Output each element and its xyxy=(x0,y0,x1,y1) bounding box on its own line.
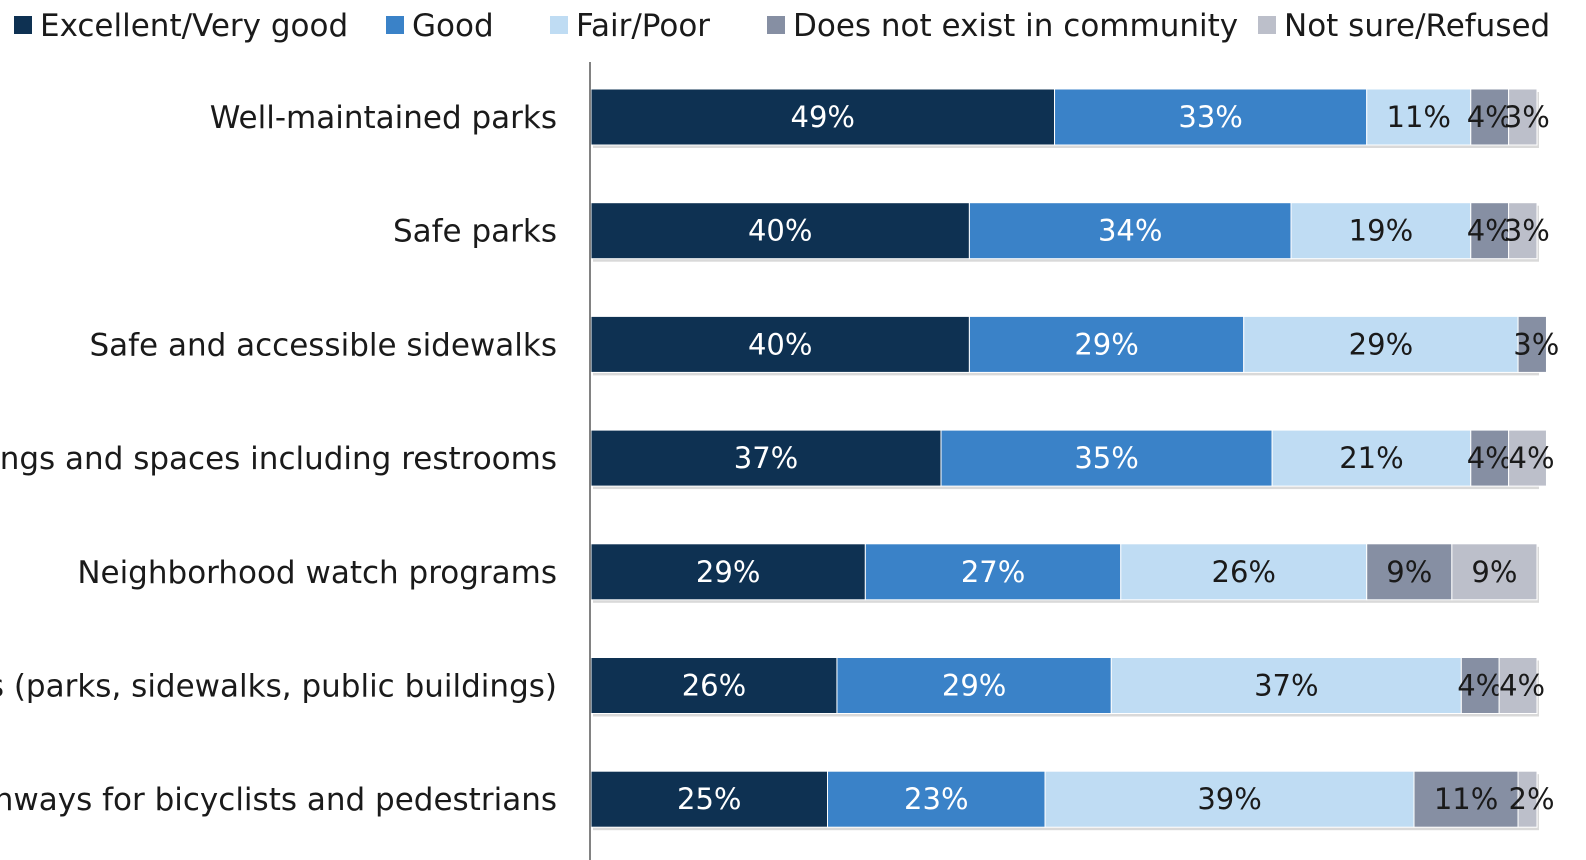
legend-label-fair-poor: Fair/Poor xyxy=(576,8,710,44)
data-label: 40% xyxy=(748,214,812,248)
data-label: 19% xyxy=(1349,214,1413,248)
data-label: 29% xyxy=(1349,327,1413,361)
bar-segment-fair-poor xyxy=(1120,543,1368,601)
data-label: 21% xyxy=(1339,441,1403,475)
data-label: 27% xyxy=(961,555,1025,589)
bar-segment-does-not-exist-in-community xyxy=(1460,657,1500,714)
data-label: 33% xyxy=(1178,100,1242,134)
bar-segment-good xyxy=(1054,88,1368,146)
chart-legend: Excellent/Very good Good Fair/Poor Does not… xyxy=(14,8,1550,44)
bar-segment-fair-poor xyxy=(1243,315,1519,373)
category-label: reas (parks, sidewalks, public buildings… xyxy=(0,669,557,705)
bar-segment-good xyxy=(940,429,1273,487)
data-label: 35% xyxy=(1074,441,1138,475)
bar-segment-good xyxy=(968,202,1292,260)
data-label: 4% xyxy=(1467,441,1513,475)
bar-segment-excellent-very-good xyxy=(590,315,970,373)
data-label: 49% xyxy=(791,100,855,134)
legend-swatch-excellent-very-good xyxy=(14,16,32,34)
category-label: uildings and spaces including restrooms xyxy=(0,441,557,477)
bar-segment-fair-poor xyxy=(1271,429,1472,487)
bar-segment-does-not-exist-in-community xyxy=(1517,315,1547,373)
bar-segment-does-not-exist-in-community xyxy=(1470,88,1510,146)
bar-segment-fair-poor xyxy=(1044,770,1415,828)
bar-segment-not-sure-refused xyxy=(1508,88,1538,146)
data-label: 4% xyxy=(1499,669,1545,703)
bar-segment-not-sure-refused xyxy=(1508,429,1547,487)
bar-segment-excellent-very-good xyxy=(590,202,970,260)
legend-label-good: Good xyxy=(412,8,494,44)
data-label: 23% xyxy=(904,782,968,816)
data-label: 11% xyxy=(1387,100,1451,134)
data-label: 3% xyxy=(1513,327,1559,361)
bar-segment-excellent-very-good xyxy=(590,770,828,828)
bar-segment-good xyxy=(968,315,1245,373)
bar-segment-excellent-very-good xyxy=(590,429,942,487)
data-label: 39% xyxy=(1197,782,1261,816)
legend-swatch-not-sure-refused xyxy=(1258,16,1276,34)
data-label: 2% xyxy=(1509,782,1555,816)
data-label: 3% xyxy=(1504,100,1550,134)
legend-label-does-not-exist-in-community: Does not exist in community xyxy=(793,8,1238,44)
data-label: 40% xyxy=(748,327,812,361)
data-label: 4% xyxy=(1467,214,1513,248)
data-label: 25% xyxy=(677,782,741,816)
bar-segment-fair-poor xyxy=(1290,202,1472,260)
data-label: 26% xyxy=(682,669,746,703)
data-label: 4% xyxy=(1457,669,1503,703)
data-label: 26% xyxy=(1212,555,1276,589)
bar-segment-not-sure-refused xyxy=(1517,770,1538,828)
category-label: Safe and accessible sidewalks xyxy=(89,327,557,363)
legend-swatch-fair-poor xyxy=(550,16,568,34)
data-label: 34% xyxy=(1098,214,1162,248)
bar-segment-does-not-exist-in-community xyxy=(1470,202,1510,260)
category-label: pathways for bicyclists and pedestrians xyxy=(0,782,557,818)
bar-segment-good xyxy=(836,657,1112,714)
data-label: 4% xyxy=(1467,100,1513,134)
legend-swatch-good xyxy=(386,16,404,34)
category-label: Safe parks xyxy=(393,214,557,250)
bar-segment-excellent-very-good xyxy=(590,88,1056,146)
legend-swatch-does-not-exist-in-community xyxy=(767,16,785,34)
data-label: 29% xyxy=(696,555,760,589)
bar-segment-does-not-exist-in-community xyxy=(1470,429,1510,487)
category-label: Neighborhood watch programs xyxy=(77,555,557,591)
bar-segment-not-sure-refused xyxy=(1508,202,1538,260)
bar-segment-good xyxy=(864,543,1122,601)
data-label: 37% xyxy=(1254,669,1318,703)
bar-segment-fair-poor xyxy=(1366,88,1472,146)
legend-label-excellent-very-good: Excellent/Very good xyxy=(40,8,348,44)
bars: 49% 33% 11% 4%3%40% 34% 19% 4%3%40% 29% 29% 3%37%… xyxy=(590,88,1559,831)
data-label: 9% xyxy=(1386,555,1432,589)
data-label: 11% xyxy=(1434,782,1498,816)
bar-segment-not-sure-refused xyxy=(1451,543,1538,601)
data-label: 3% xyxy=(1504,214,1550,248)
category-label: Well-maintained parks xyxy=(210,100,557,136)
bar-segment-not-sure-refused xyxy=(1498,657,1538,714)
data-label: 37% xyxy=(734,441,798,475)
data-label: 4% xyxy=(1509,441,1555,475)
legend-label-not-sure-refused: Not sure/Refused xyxy=(1284,8,1550,44)
data-label: 29% xyxy=(1074,327,1138,361)
bar-segment-fair-poor xyxy=(1110,657,1462,714)
data-label: 9% xyxy=(1471,555,1517,589)
bar-segment-does-not-exist-in-community xyxy=(1366,543,1453,601)
bar-segment-excellent-very-good xyxy=(590,543,866,601)
bar-segment-good xyxy=(827,770,1046,828)
data-label: 29% xyxy=(942,669,1006,703)
category-labels: Well-maintained parks Safe parks Safe and … xyxy=(0,100,557,818)
